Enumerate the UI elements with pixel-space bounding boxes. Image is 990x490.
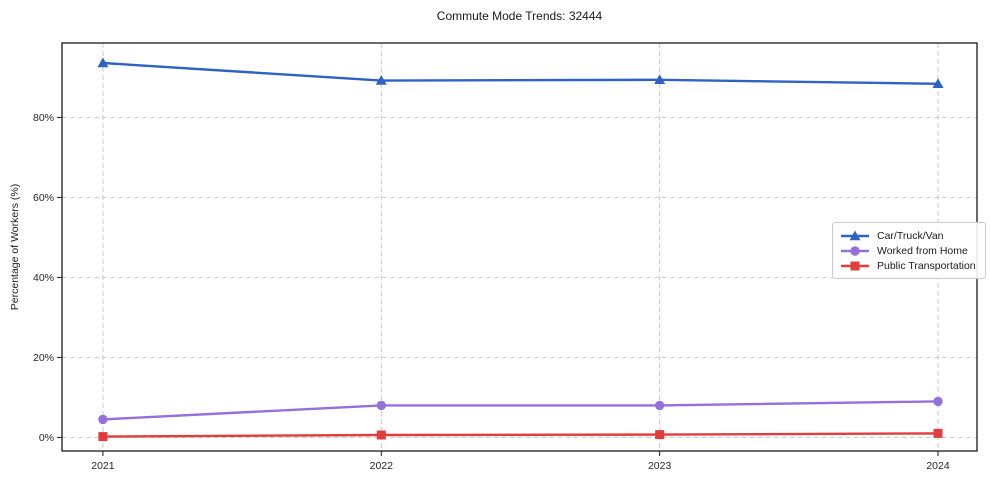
series-car-truck-van — [97, 57, 944, 88]
data-point-car-truck-van-2021 — [97, 57, 109, 68]
data-point-public-transportation-2024 — [933, 428, 943, 438]
x-tick-label-2021: 2021 — [91, 460, 115, 472]
legend-item-public-transportation: Public Transportation — [840, 258, 976, 273]
data-point-public-transportation-2022 — [376, 430, 386, 440]
legend-marker-glyph-worked-from-home — [850, 245, 860, 256]
series-worked-from-home — [98, 396, 943, 425]
data-point-public-transportation-2021 — [98, 432, 108, 442]
data-point-car-truck-van-2024 — [932, 78, 944, 88]
legend-marker-glyph-public-transportation — [850, 261, 860, 270]
series-public-transportation — [98, 428, 943, 442]
data-point-worked-from-home-2022 — [376, 400, 386, 411]
x-tick-label-2022: 2022 — [370, 460, 394, 472]
data-point-public-transportation-2023 — [655, 430, 665, 440]
legend-marker-glyph-car-truck-van — [849, 230, 861, 240]
legend-item-car-truck-van: Car/Truck/Van — [840, 228, 976, 243]
chart-title: Commute Mode Trends: 32444 — [436, 9, 603, 23]
x-tick-label-2023: 2023 — [648, 460, 672, 472]
legend-label-car-truck-van: Car/Truck/Van — [877, 229, 944, 242]
legend: Car/Truck/Van Worked from Home Public Tran… — [832, 222, 986, 279]
legend-label-public-transportation: Public Transportation — [877, 259, 976, 272]
x-tick-label-2024: 2024 — [926, 460, 950, 472]
y-tick-label-80: 80% — [33, 112, 54, 124]
y-tick-label-40: 40% — [33, 272, 54, 284]
series-line-car-truck-van — [101, 61, 940, 86]
y-tick-label-20: 20% — [33, 352, 54, 364]
series-line-public-transportation — [101, 432, 940, 438]
data-point-worked-from-home-2021 — [98, 414, 108, 425]
legend-marker-triangle-icon — [841, 230, 869, 240]
data-point-worked-from-home-2024 — [933, 396, 943, 407]
legend-marker-square-icon — [841, 261, 869, 270]
y-tick-label-0: 0% — [39, 432, 54, 444]
legend-marker-circle-icon — [841, 245, 869, 256]
series-line-worked-from-home — [101, 400, 940, 421]
legend-item-worked-from-home: Worked from Home — [840, 243, 976, 258]
data-point-worked-from-home-2023 — [654, 400, 665, 411]
legend-label-worked-from-home: Worked from Home — [877, 244, 968, 257]
y-tick-label-60: 60% — [33, 192, 54, 204]
data-point-car-truck-van-2023 — [654, 74, 666, 84]
data-point-car-truck-van-2022 — [375, 75, 387, 85]
